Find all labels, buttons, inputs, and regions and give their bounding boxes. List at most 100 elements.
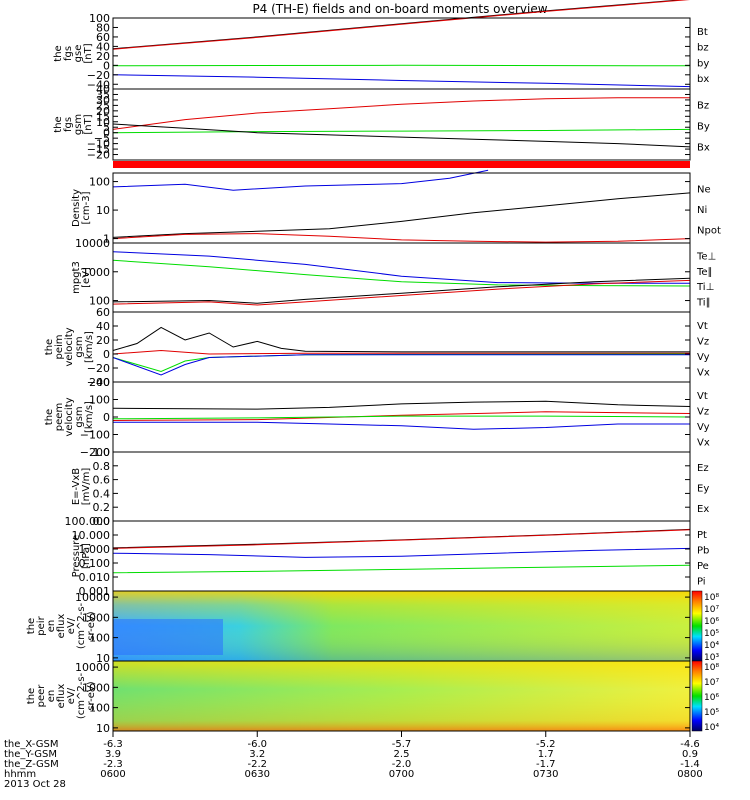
spectrogram-shade-peer-spectrogram <box>113 661 690 731</box>
y-tick-label: 100 <box>89 632 110 645</box>
panel-efield: 1.00.80.60.40.20.0 E=-VxB [mV/m] Ez Ey Ex <box>71 446 709 528</box>
series-line-blue <box>112 547 691 558</box>
colorbar-gradient <box>691 590 703 662</box>
series-line-green <box>112 128 691 134</box>
y-axis-label-line: [nT] <box>83 114 94 134</box>
series-line-green <box>112 353 691 373</box>
y-tick-label: 60 <box>96 306 110 319</box>
y-axis-label-line: eflux <box>56 684 67 709</box>
colorbar-tick-label: 10⁷ <box>704 678 719 688</box>
colorbar-tick-label: 10⁴ <box>704 641 719 651</box>
panel-peem-velocity: 200 100 0 −100 −200 the peem velocity gsm [km/s] V… <box>44 376 710 459</box>
y-tick-label: −20 <box>87 149 110 162</box>
y-axis-label-line: [cm-3] <box>81 191 92 224</box>
ephemeris-value: -6.0 <box>247 739 267 750</box>
colorbar-peer-spectrogram: 10⁸ 10⁷ 10⁶ 10⁵ 10⁴ <box>691 660 719 733</box>
figure-title: P4 (TH-E) fields and on-board moments ov… <box>252 2 547 16</box>
panel-frame <box>112 381 691 453</box>
colorbar-tick-label: 10³ <box>704 653 719 663</box>
y-axis-label-line: gsm <box>73 114 84 135</box>
y-axis-label-line: [nT] <box>83 43 94 63</box>
y-tick-label: 1.0 <box>93 446 111 459</box>
series-line-red <box>112 97 690 130</box>
y-axis-label-line: the <box>44 339 55 355</box>
y-axis-label-line: peim <box>54 334 65 359</box>
series-line-red <box>112 349 690 355</box>
y-tick-label: 10 <box>96 116 110 129</box>
date-label: 2013 Oct 28 <box>4 779 66 790</box>
ephemeris-row-label: the_Z-GSM <box>4 759 59 770</box>
y-tick-label: 20 <box>96 50 110 63</box>
panel-frame <box>112 451 691 522</box>
legend-entry: Vt <box>697 391 708 402</box>
legend-entry: By <box>697 122 710 133</box>
y-tick-label: 100 <box>89 176 110 189</box>
y-axis-label-line: en <box>46 620 57 633</box>
ephemeris-value: 3.9 <box>105 749 121 760</box>
series-line-black <box>112 400 691 410</box>
panel-density: 100 10 1 Density [cm-3] Ne Ni Npot <box>71 169 721 246</box>
y-axis-label-line: [km/s] <box>84 331 95 363</box>
y-axis-label-line: sr-eV) <box>86 681 97 710</box>
colorbar-tick-label: 10⁷ <box>704 605 719 615</box>
y-axis-label-line: [eV] <box>81 267 92 288</box>
y-tick-label: 40 <box>96 320 110 333</box>
series-line-black <box>112 326 690 353</box>
legend-entry: Bz <box>697 101 709 112</box>
y-axis-label-line: E=-VxB <box>71 468 82 505</box>
y-tick-label: 0.8 <box>93 460 111 473</box>
y-tick-label: 0 <box>103 411 110 424</box>
legend-entry: Ey <box>697 484 709 495</box>
y-tick-label: 10 <box>96 652 110 665</box>
series-line-green <box>112 564 691 574</box>
y-axis-label-line: gsm <box>74 406 85 427</box>
series-line-red <box>112 529 691 549</box>
ephemeris-value: 0730 <box>533 769 558 780</box>
ephemeris-value: 0630 <box>245 769 270 780</box>
y-tick-label: 25 <box>96 99 110 112</box>
legend-entry: Vy <box>697 352 710 363</box>
y-axis-label-line: eV/ <box>66 687 77 704</box>
series-line-green <box>112 415 691 420</box>
ephemeris-value: 1.7 <box>538 749 554 760</box>
y-axis-label-line: gsm <box>74 336 85 357</box>
legend-entry: Pi <box>697 576 706 587</box>
y-tick-label: 0.6 <box>93 474 111 487</box>
spectrogram-low-flux-region <box>113 619 223 655</box>
separator-bar <box>113 161 690 168</box>
y-tick-label: −20 <box>87 362 110 375</box>
y-tick-label: 0.001 <box>79 585 111 598</box>
series-line-black <box>112 528 691 549</box>
panel-temperature: 10000 1000 100 mpgt3 [eV] Te⊥ Te∥ Ti⊥ Ti∥ <box>71 237 716 313</box>
y-tick-label: 1000 <box>82 681 110 694</box>
series-line-red <box>112 0 691 50</box>
y-tick-label: 10 <box>96 204 110 217</box>
panel-peer-spectrogram: 10⁸ 10⁷ 10⁶ 10⁵ 10⁴ 10000 1000 100 10 the peer en ef… <box>26 660 719 735</box>
y-axis-label-line: the <box>53 116 64 132</box>
y-tick-label: 40 <box>96 40 110 53</box>
y-tick-label: 200 <box>89 376 110 389</box>
y-tick-label: −5 <box>94 132 110 145</box>
legend-entry: Ne <box>697 184 711 195</box>
y-tick-label: 30 <box>96 94 110 107</box>
y-tick-label: −40 <box>87 78 110 91</box>
legend-entry: Vz <box>697 336 709 347</box>
y-axis-label-line: peir <box>36 615 47 635</box>
ephemeris-value: -6.3 <box>103 739 123 750</box>
colorbar-tick-label: 10⁸ <box>704 663 719 673</box>
colorbar-tick-label: 10⁵ <box>704 708 719 718</box>
y-axis-label-line: (cm^2-s- <box>76 602 87 649</box>
y-tick-label: 40 <box>96 83 110 96</box>
y-tick-label: 60 <box>96 31 110 44</box>
legend-entry: bx <box>697 74 709 85</box>
colorbar-tick-label: 10⁶ <box>704 617 719 627</box>
legend-entry: Ni <box>697 205 707 216</box>
colorbar-peir-spectrogram: 10⁸ 10⁷ 10⁶ 10⁵ 10⁴ 10³ <box>691 590 719 663</box>
ephemeris-value: -2.2 <box>247 759 267 770</box>
